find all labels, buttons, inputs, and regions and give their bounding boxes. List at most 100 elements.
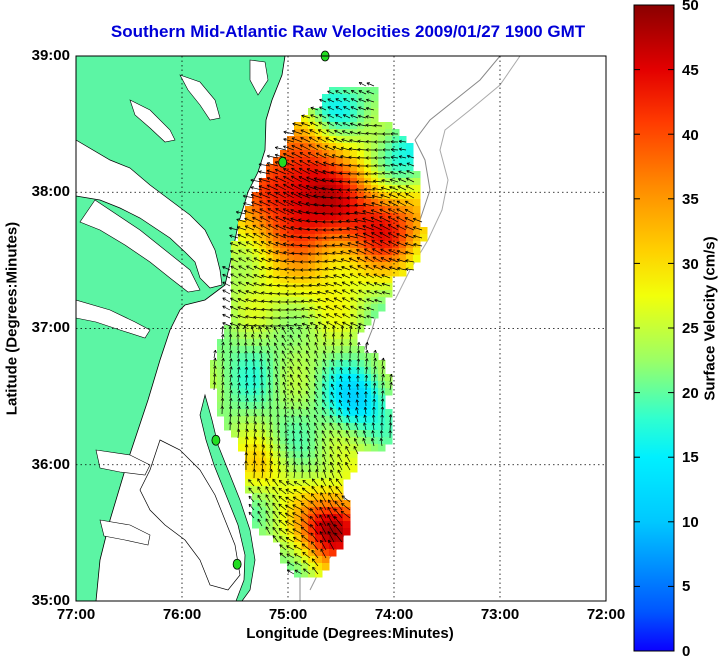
y-tick-label: 37:00 [20, 319, 70, 336]
velocity-cell [329, 549, 337, 557]
velocity-cell [301, 227, 309, 235]
velocity-cell [343, 304, 351, 312]
velocity-cell [336, 290, 344, 298]
velocity-cell [308, 472, 316, 480]
colorbar-label: Surface Velocity (cm/s) [702, 214, 719, 424]
velocity-cell [343, 528, 351, 536]
velocity-cell [210, 381, 218, 389]
velocity-cell [406, 143, 414, 151]
velocity-cell [308, 108, 316, 116]
velocity-cell [231, 276, 239, 284]
velocity-cell [371, 395, 379, 403]
velocity-cell [378, 360, 386, 368]
velocity-cell [329, 479, 337, 487]
velocity-cell [322, 276, 330, 284]
velocity-cell [371, 213, 379, 221]
velocity-arrow [221, 326, 224, 334]
velocity-cell [280, 297, 288, 305]
colorbar-tick-label: 15 [682, 449, 699, 466]
velocity-cell [378, 276, 386, 284]
velocity-cell [385, 430, 393, 438]
velocity-cell [287, 493, 295, 501]
velocity-cell [259, 528, 267, 536]
velocity-cell [322, 304, 330, 312]
velocity-cell [329, 220, 337, 228]
velocity-cell [252, 276, 260, 284]
velocity-cell [238, 437, 246, 445]
velocity-cell [385, 276, 393, 284]
velocity-cell [322, 521, 330, 529]
velocity-cell [322, 542, 330, 550]
velocity-cell [280, 535, 288, 543]
velocity-arrow [223, 306, 230, 310]
velocity-cell [259, 381, 267, 389]
velocity-cell [245, 248, 253, 256]
colorbar-tick-label: 50 [682, 0, 699, 14]
velocity-cell [231, 318, 239, 326]
velocity-cell [266, 472, 274, 480]
velocity-cell [280, 479, 288, 487]
velocity-cell [266, 437, 274, 445]
velocity-cell [301, 304, 309, 312]
velocity-cell [364, 318, 372, 326]
velocity-cell [266, 283, 274, 291]
velocity-cell [231, 395, 239, 403]
velocity-cell [413, 192, 421, 200]
velocity-cell [322, 486, 330, 494]
velocity-cell [231, 423, 239, 431]
velocity-cell [392, 157, 400, 165]
velocity-cell [217, 395, 225, 403]
velocity-cell [336, 437, 344, 445]
velocity-cell [301, 213, 309, 221]
velocity-cell [315, 542, 323, 550]
velocity-cell [336, 409, 344, 417]
velocity-cell [231, 269, 239, 277]
velocity-cell [399, 192, 407, 200]
velocity-cell [364, 269, 372, 277]
velocity-cell [336, 171, 344, 179]
velocity-cell [385, 192, 393, 200]
velocity-cell [315, 157, 323, 165]
velocity-cell [231, 374, 239, 382]
velocity-cell [294, 570, 302, 578]
velocity-cell [294, 262, 302, 270]
velocity-cell [294, 507, 302, 515]
velocity-cell [329, 206, 337, 214]
velocity-cell [322, 164, 330, 172]
velocity-cell [301, 164, 309, 172]
velocity-cell [294, 339, 302, 347]
velocity-cell [350, 94, 358, 102]
velocity-cell [343, 521, 351, 529]
velocity-cell [378, 304, 386, 312]
colorbar-tick-label: 45 [682, 62, 699, 79]
velocity-cell [315, 521, 323, 529]
velocity-cell [413, 199, 421, 207]
y-tick-label: 38:00 [20, 183, 70, 200]
velocity-cell [378, 395, 386, 403]
velocity-cell [336, 227, 344, 235]
velocity-cell [385, 269, 393, 277]
colorbar-tick-label: 20 [682, 385, 699, 402]
velocity-cell [280, 269, 288, 277]
velocity-cell [371, 94, 379, 102]
velocity-cell [280, 409, 288, 417]
velocity-cell [350, 367, 358, 375]
velocity-cell [294, 472, 302, 480]
velocity-cell [336, 192, 344, 200]
velocity-cell [315, 556, 323, 564]
velocity-cell [329, 101, 337, 109]
colorbar-tick-label: 35 [682, 191, 699, 208]
velocity-cell [378, 206, 386, 214]
velocity-cell [350, 353, 358, 361]
velocity-cell [280, 556, 288, 564]
velocity-cell [329, 283, 337, 291]
velocity-cell [294, 213, 302, 221]
velocity-cell [364, 388, 372, 396]
velocity-cell [245, 227, 253, 235]
velocity-cell [336, 353, 344, 361]
velocity-cell [287, 304, 295, 312]
velocity-cell [371, 101, 379, 109]
velocity-cell [357, 192, 365, 200]
velocity-cell [315, 346, 323, 354]
velocity-cell [315, 143, 323, 151]
